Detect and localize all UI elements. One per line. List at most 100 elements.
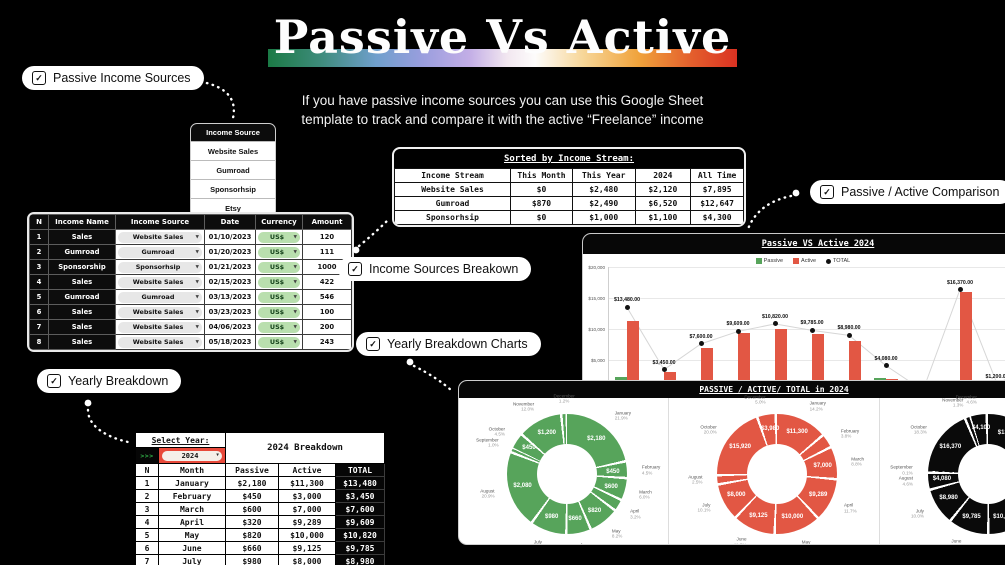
callout-label: Yearly Breakdown — [68, 374, 169, 388]
slice-month-label: March 8.8% — [851, 456, 864, 467]
dropdown-arrow-icon: ▼ — [293, 249, 297, 255]
slice-month-label: July 10.1% — [697, 503, 710, 514]
active-bar — [849, 341, 861, 391]
dropdown-item[interactable]: Website Sales — [191, 141, 275, 160]
month-name: October — [488, 426, 506, 432]
stream-value-cell: $7,895 — [690, 182, 744, 197]
total-point — [957, 287, 963, 292]
month-pct: 3.8% — [840, 434, 852, 440]
row-number-cell: 5 — [29, 289, 49, 305]
donut-charts: $2,180 January 21.9% $450 February 4.5% $600 Ma… — [459, 394, 1005, 544]
slice-month-label: February 3.8% — [841, 429, 859, 440]
date-cell: 04/06/2023 — [204, 319, 256, 335]
callout-income-sources-breakdown[interactable]: ✓ Income Sources Breakown — [338, 257, 532, 281]
income-source-select[interactable]: Website Sales ▼ — [118, 306, 202, 318]
legend-item: TOTAL — [826, 258, 850, 264]
total-point-label: $1,200.00 — [985, 373, 1005, 380]
table-row: 1 Sales Website Sales ▼ 01/10/2023 US$ ▼ 120 — [29, 229, 352, 245]
dropdown-arrow-icon: ▼ — [195, 264, 199, 270]
slice-value-label: $9,785 — [962, 514, 981, 521]
dropdown-arrow-icon: ▼ — [293, 264, 297, 270]
slice-value-label: $450 — [606, 468, 620, 475]
income-source-dropdown[interactable]: Income Source Website Sales Gumroad Sponso… — [190, 123, 276, 218]
amount-cell: 546 — [302, 289, 352, 305]
income-table-panel: N Income Name Income Source Date Currency Amo… — [27, 212, 354, 352]
table-row: 2 Gumroad Gumroad ▼ 01/20/2023 US$ ▼ 111 — [29, 244, 352, 260]
stream-value-cell: Sponsorhsip — [394, 210, 512, 225]
income-source-select[interactable]: Website Sales ▼ — [118, 276, 202, 288]
legend-item: Active — [793, 258, 816, 264]
currency-select[interactable]: US$ ▼ — [258, 291, 300, 303]
checkbox-icon[interactable]: ✓ — [32, 71, 46, 85]
month-pct: 6.0% — [639, 494, 650, 500]
header: Passive Vs Active — [0, 12, 1005, 67]
month-name: September — [890, 465, 913, 471]
row-number-cell: 6 — [29, 304, 49, 320]
currency-select[interactable]: US$ ▼ — [258, 231, 300, 243]
month-name: December — [955, 394, 977, 400]
callout-passive-income-sources[interactable]: ✓ Passive Income Sources — [22, 66, 204, 90]
active-value-cell: $9,289 — [278, 515, 336, 529]
total-point — [735, 328, 741, 334]
dropdown-item[interactable]: Sponsorhsip — [191, 179, 275, 198]
table-header-row: N Month Passive Active TOTAL — [135, 463, 385, 477]
column-header: Date — [204, 214, 256, 230]
month-pct: 4.5% — [641, 470, 653, 476]
dropdown-arrow-icon: ▼ — [195, 294, 199, 300]
active-bar — [627, 320, 639, 391]
total-point-label: $8,980.00 — [837, 325, 861, 332]
slice-value-label: $600 — [604, 483, 618, 490]
sorted-by-stream-table: Income Stream This Month This Year 2024 All … — [394, 168, 744, 225]
donut-section-passive: $2,180 January 21.9% $450 February 4.5% $600 Ma… — [459, 394, 668, 544]
month-cell: April — [158, 515, 226, 529]
total-point-label: $16,370.00 — [947, 279, 973, 286]
callout-label: Passive / Active Comparison — [841, 185, 1000, 199]
yearly-breakdown-panel: Select Year: 2024 Breakdown >>> 2024 ▼ N Month… — [133, 430, 387, 565]
callout-passive-active-comparison[interactable]: ✓ Passive / Active Comparison — [810, 180, 1005, 204]
month-pct: 20.0% — [703, 429, 717, 435]
total-value-cell: $13,480 — [335, 476, 385, 490]
column-header: Income Name — [48, 214, 116, 230]
currency-select[interactable]: US$ ▼ — [258, 246, 300, 258]
active-value-cell: $8,000 — [278, 554, 336, 565]
table-row: 5 May $820 $10,000 $10,820 — [135, 528, 385, 542]
checkbox-icon[interactable]: ✓ — [47, 374, 61, 388]
passive-value-cell: $980 — [225, 554, 279, 565]
currency-select[interactable]: US$ ▼ — [258, 306, 300, 318]
callout-label: Income Sources Breakown — [369, 262, 519, 276]
callout-yearly-breakdown[interactable]: ✓ Yearly Breakdown — [37, 369, 182, 393]
checkbox-icon[interactable]: ✓ — [820, 185, 834, 199]
slice-month-label: March 6.0% — [639, 489, 652, 500]
donut-hole — [957, 444, 1005, 504]
date-cell: 02/15/2023 — [204, 274, 256, 290]
active-value-cell: $7,000 — [278, 502, 336, 516]
currency-select[interactable]: US$ ▼ — [258, 321, 300, 333]
pill-value: US$ — [269, 293, 285, 301]
month-pct: 3.2% — [630, 514, 641, 520]
stream-value-cell: $2,480 — [571, 182, 636, 197]
income-source-select[interactable]: Website Sales ▼ — [118, 231, 202, 243]
slice-value-label: $15,920 — [729, 443, 752, 450]
table-row: 7 July $980 $8,000 $8,980 — [135, 554, 385, 565]
year-select[interactable]: 2024 ▼ — [162, 450, 222, 461]
checkbox-icon[interactable]: ✓ — [348, 262, 362, 276]
stream-value-cell: Gumroad — [394, 196, 512, 211]
income-source-cell: Gumroad ▼ — [115, 244, 205, 260]
dropdown-arrow-icon: ▼ — [195, 249, 199, 255]
month-cell: May — [158, 528, 226, 542]
checkbox-icon[interactable]: ✓ — [366, 337, 380, 351]
currency-select[interactable]: US$ ▼ — [258, 336, 300, 348]
income-source-select[interactable]: Sponsorhsip ▼ — [118, 261, 202, 273]
active-bar — [812, 334, 824, 391]
currency-cell: US$ ▼ — [255, 244, 303, 260]
select-year-label: Select Year: — [135, 432, 226, 448]
income-source-select[interactable]: Website Sales ▼ — [118, 336, 202, 348]
income-source-select[interactable]: Gumroad ▼ — [118, 291, 202, 303]
callout-yearly-breakdown-charts[interactable]: ✓ Yearly Breakdown Charts — [356, 332, 541, 356]
currency-select[interactable]: US$ ▼ — [258, 261, 300, 273]
income-source-select[interactable]: Website Sales ▼ — [118, 321, 202, 333]
income-source-cell: Website Sales ▼ — [115, 229, 205, 245]
currency-select[interactable]: US$ ▼ — [258, 276, 300, 288]
income-source-select[interactable]: Gumroad ▼ — [118, 246, 202, 258]
dropdown-item[interactable]: Gumroad — [191, 160, 275, 179]
